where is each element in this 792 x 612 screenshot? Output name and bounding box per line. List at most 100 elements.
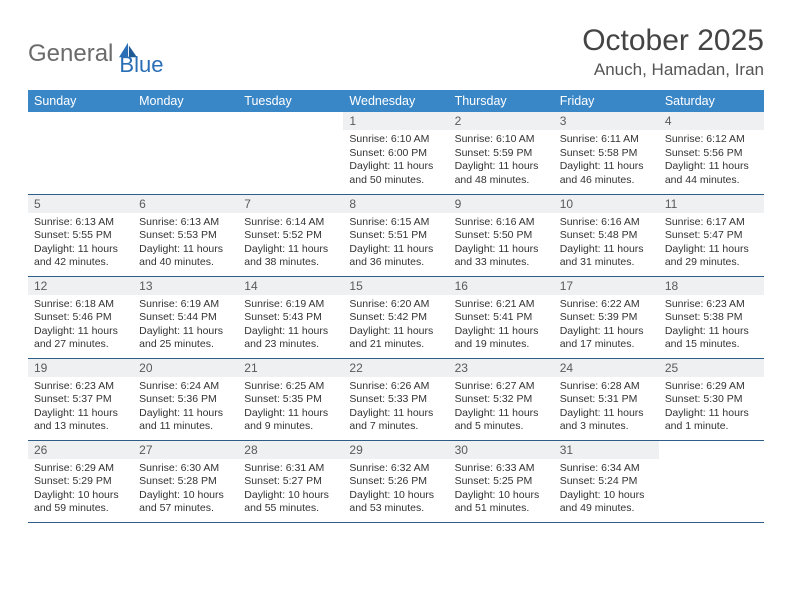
calendar-week: 5Sunrise: 6:13 AMSunset: 5:55 PMDaylight… — [28, 194, 764, 276]
day-details: Sunrise: 6:31 AMSunset: 5:27 PMDaylight:… — [238, 459, 343, 521]
day-number: 30 — [449, 441, 554, 459]
day-details: Sunrise: 6:13 AMSunset: 5:53 PMDaylight:… — [133, 213, 238, 275]
calendar-cell: 25Sunrise: 6:29 AMSunset: 5:30 PMDayligh… — [659, 358, 764, 440]
day-number: 6 — [133, 195, 238, 213]
calendar-cell: 6Sunrise: 6:13 AMSunset: 5:53 PMDaylight… — [133, 194, 238, 276]
calendar-cell: 9Sunrise: 6:16 AMSunset: 5:50 PMDaylight… — [449, 194, 554, 276]
calendar-cell: 27Sunrise: 6:30 AMSunset: 5:28 PMDayligh… — [133, 440, 238, 522]
day-details: Sunrise: 6:12 AMSunset: 5:56 PMDaylight:… — [659, 130, 764, 192]
calendar-cell: 15Sunrise: 6:20 AMSunset: 5:42 PMDayligh… — [343, 276, 448, 358]
day-details: Sunrise: 6:24 AMSunset: 5:36 PMDaylight:… — [133, 377, 238, 439]
day-details: Sunrise: 6:34 AMSunset: 5:24 PMDaylight:… — [554, 459, 659, 521]
calendar-cell: 29Sunrise: 6:32 AMSunset: 5:26 PMDayligh… — [343, 440, 448, 522]
day-details: Sunrise: 6:19 AMSunset: 5:43 PMDaylight:… — [238, 295, 343, 357]
day-number: 28 — [238, 441, 343, 459]
calendar-cell: 14Sunrise: 6:19 AMSunset: 5:43 PMDayligh… — [238, 276, 343, 358]
calendar-cell: 18Sunrise: 6:23 AMSunset: 5:38 PMDayligh… — [659, 276, 764, 358]
day-details: Sunrise: 6:29 AMSunset: 5:29 PMDaylight:… — [28, 459, 133, 521]
day-details: Sunrise: 6:16 AMSunset: 5:48 PMDaylight:… — [554, 213, 659, 275]
day-number: 11 — [659, 195, 764, 213]
calendar-cell: 30Sunrise: 6:33 AMSunset: 5:25 PMDayligh… — [449, 440, 554, 522]
day-details: Sunrise: 6:29 AMSunset: 5:30 PMDaylight:… — [659, 377, 764, 439]
calendar-cell: 7Sunrise: 6:14 AMSunset: 5:52 PMDaylight… — [238, 194, 343, 276]
calendar-cell: 28Sunrise: 6:31 AMSunset: 5:27 PMDayligh… — [238, 440, 343, 522]
day-details: Sunrise: 6:22 AMSunset: 5:39 PMDaylight:… — [554, 295, 659, 357]
calendar-cell: 31Sunrise: 6:34 AMSunset: 5:24 PMDayligh… — [554, 440, 659, 522]
calendar-cell: 12Sunrise: 6:18 AMSunset: 5:46 PMDayligh… — [28, 276, 133, 358]
day-number: 27 — [133, 441, 238, 459]
calendar-week: 26Sunrise: 6:29 AMSunset: 5:29 PMDayligh… — [28, 440, 764, 522]
day-number: 22 — [343, 359, 448, 377]
calendar-cell: 24Sunrise: 6:28 AMSunset: 5:31 PMDayligh… — [554, 358, 659, 440]
day-details: Sunrise: 6:28 AMSunset: 5:31 PMDaylight:… — [554, 377, 659, 439]
day-number: 5 — [28, 195, 133, 213]
day-number: 24 — [554, 359, 659, 377]
header: General Blue October 2025 Anuch, Hamadan… — [28, 24, 764, 80]
day-number: 26 — [28, 441, 133, 459]
day-number: 20 — [133, 359, 238, 377]
calendar-table: SundayMondayTuesdayWednesdayThursdayFrid… — [28, 90, 764, 523]
logo-text-general: General — [28, 40, 113, 68]
calendar-week: 1Sunrise: 6:10 AMSunset: 6:00 PMDaylight… — [28, 112, 764, 194]
day-number: 13 — [133, 277, 238, 295]
calendar-cell — [659, 440, 764, 522]
day-number: 9 — [449, 195, 554, 213]
day-details: Sunrise: 6:33 AMSunset: 5:25 PMDaylight:… — [449, 459, 554, 521]
calendar-week: 19Sunrise: 6:23 AMSunset: 5:37 PMDayligh… — [28, 358, 764, 440]
calendar-cell: 3Sunrise: 6:11 AMSunset: 5:58 PMDaylight… — [554, 112, 659, 194]
day-header: Thursday — [449, 90, 554, 112]
calendar-cell: 21Sunrise: 6:25 AMSunset: 5:35 PMDayligh… — [238, 358, 343, 440]
day-details: Sunrise: 6:11 AMSunset: 5:58 PMDaylight:… — [554, 130, 659, 192]
calendar-cell: 5Sunrise: 6:13 AMSunset: 5:55 PMDaylight… — [28, 194, 133, 276]
day-number: 2 — [449, 112, 554, 130]
day-details: Sunrise: 6:16 AMSunset: 5:50 PMDaylight:… — [449, 213, 554, 275]
day-details: Sunrise: 6:25 AMSunset: 5:35 PMDaylight:… — [238, 377, 343, 439]
day-number: 15 — [343, 277, 448, 295]
day-details: Sunrise: 6:18 AMSunset: 5:46 PMDaylight:… — [28, 295, 133, 357]
day-number: 7 — [238, 195, 343, 213]
day-details: Sunrise: 6:13 AMSunset: 5:55 PMDaylight:… — [28, 213, 133, 275]
day-details: Sunrise: 6:15 AMSunset: 5:51 PMDaylight:… — [343, 213, 448, 275]
day-header: Wednesday — [343, 90, 448, 112]
calendar-cell: 26Sunrise: 6:29 AMSunset: 5:29 PMDayligh… — [28, 440, 133, 522]
day-details: Sunrise: 6:26 AMSunset: 5:33 PMDaylight:… — [343, 377, 448, 439]
calendar-cell: 17Sunrise: 6:22 AMSunset: 5:39 PMDayligh… — [554, 276, 659, 358]
day-header: Saturday — [659, 90, 764, 112]
day-number: 1 — [343, 112, 448, 130]
day-number: 23 — [449, 359, 554, 377]
day-details: Sunrise: 6:17 AMSunset: 5:47 PMDaylight:… — [659, 213, 764, 275]
day-header: Friday — [554, 90, 659, 112]
calendar-week: 12Sunrise: 6:18 AMSunset: 5:46 PMDayligh… — [28, 276, 764, 358]
day-details: Sunrise: 6:20 AMSunset: 5:42 PMDaylight:… — [343, 295, 448, 357]
day-details: Sunrise: 6:10 AMSunset: 5:59 PMDaylight:… — [449, 130, 554, 192]
month-title: October 2025 — [582, 24, 764, 58]
logo: General Blue — [28, 24, 163, 78]
day-details: Sunrise: 6:27 AMSunset: 5:32 PMDaylight:… — [449, 377, 554, 439]
day-number: 17 — [554, 277, 659, 295]
day-number: 18 — [659, 277, 764, 295]
calendar-cell: 2Sunrise: 6:10 AMSunset: 5:59 PMDaylight… — [449, 112, 554, 194]
calendar-cell: 22Sunrise: 6:26 AMSunset: 5:33 PMDayligh… — [343, 358, 448, 440]
calendar-cell — [28, 112, 133, 194]
day-details: Sunrise: 6:32 AMSunset: 5:26 PMDaylight:… — [343, 459, 448, 521]
calendar-cell: 19Sunrise: 6:23 AMSunset: 5:37 PMDayligh… — [28, 358, 133, 440]
day-number: 4 — [659, 112, 764, 130]
day-header: Monday — [133, 90, 238, 112]
day-number: 31 — [554, 441, 659, 459]
day-header-row: SundayMondayTuesdayWednesdayThursdayFrid… — [28, 90, 764, 112]
day-header: Sunday — [28, 90, 133, 112]
day-number: 8 — [343, 195, 448, 213]
day-number: 29 — [343, 441, 448, 459]
day-number: 25 — [659, 359, 764, 377]
calendar-cell — [238, 112, 343, 194]
calendar-cell: 16Sunrise: 6:21 AMSunset: 5:41 PMDayligh… — [449, 276, 554, 358]
calendar-cell: 10Sunrise: 6:16 AMSunset: 5:48 PMDayligh… — [554, 194, 659, 276]
location: Anuch, Hamadan, Iran — [582, 60, 764, 80]
day-details: Sunrise: 6:30 AMSunset: 5:28 PMDaylight:… — [133, 459, 238, 521]
day-details: Sunrise: 6:23 AMSunset: 5:38 PMDaylight:… — [659, 295, 764, 357]
day-details: Sunrise: 6:14 AMSunset: 5:52 PMDaylight:… — [238, 213, 343, 275]
calendar-cell: 23Sunrise: 6:27 AMSunset: 5:32 PMDayligh… — [449, 358, 554, 440]
calendar-cell: 1Sunrise: 6:10 AMSunset: 6:00 PMDaylight… — [343, 112, 448, 194]
day-details: Sunrise: 6:21 AMSunset: 5:41 PMDaylight:… — [449, 295, 554, 357]
day-number: 21 — [238, 359, 343, 377]
